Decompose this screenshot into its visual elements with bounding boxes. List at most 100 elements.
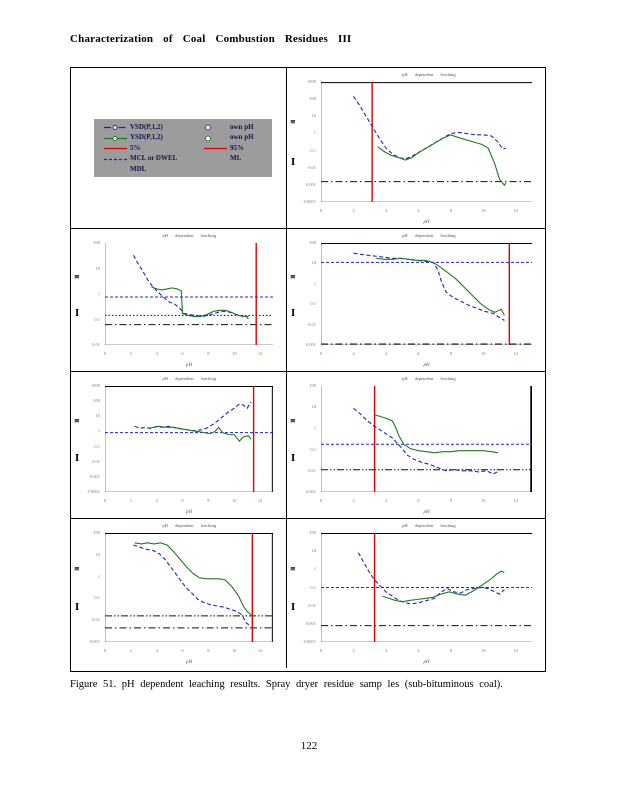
- figure-cell-plot-3: pH dependent leaching ≡ I 100 10 1 0.1 0.01 0.00…: [286, 228, 545, 371]
- legend-label: ML: [230, 154, 242, 163]
- x-tick-label: 6: [417, 208, 420, 213]
- y-tick-label: 0.1: [310, 147, 316, 153]
- legend-sample-line: [103, 144, 129, 153]
- x-tick-label: 2: [352, 498, 355, 503]
- x-tick-label: 12: [513, 208, 519, 213]
- figure-cell-plot-7: pH dependent leaching ≡ I 100 10 1 0.1 0.01 0.00…: [286, 518, 545, 668]
- y-tick-label: 1: [313, 130, 316, 136]
- y-tick-label: 10: [311, 113, 317, 119]
- x-tick-label: 0: [103, 648, 107, 653]
- x-tick-label: 0: [319, 208, 323, 213]
- y-axis-label-mark: I: [75, 308, 80, 319]
- legend-item: 5%: [103, 144, 203, 153]
- x-tick-label: 8: [449, 498, 452, 503]
- x-tick-label: 0: [319, 498, 323, 503]
- plot-title: pH dependent leaching: [402, 523, 456, 528]
- series-ysd-p-1-2-: [152, 287, 249, 317]
- y-tick-label: 10: [311, 403, 317, 409]
- plot-title: pH dependent leaching: [162, 233, 216, 238]
- y-axis-label-mark: I: [291, 454, 296, 465]
- series-ysd-p-1-2-: [383, 571, 505, 602]
- legend-item: YSD(P,1,2): [103, 133, 203, 143]
- x-axis-ticks: 0 2 4 6 8 10 12: [103, 498, 273, 505]
- y-tick-label: 100: [93, 529, 100, 535]
- legend-row: MCL or DWEL ML: [103, 154, 270, 164]
- plot-area: [321, 82, 532, 202]
- legend-label: VSD(P,1,2): [130, 122, 163, 131]
- legend-sample-empty: [103, 165, 129, 174]
- y-tick-label: 0.01: [92, 616, 100, 622]
- x-tick-label: 12: [513, 648, 519, 653]
- y-tick-label: 0.0001: [303, 638, 316, 644]
- x-tick-label: 6: [181, 648, 184, 653]
- y-axis-ticks: 1000 100 10 1 0.1 0.01 0.001 0.0001: [83, 383, 102, 493]
- legend-label: own pH: [230, 133, 254, 142]
- x-axis-label: pH: [423, 510, 430, 515]
- y-tick-label: 0.0001: [303, 198, 316, 204]
- x-axis-label: pH: [423, 220, 430, 225]
- y-tick-label: 10: [95, 265, 101, 271]
- series-ysd-p-1-2-: [135, 543, 251, 615]
- y-tick-label: 0.1: [310, 446, 316, 452]
- series-vsd-p-1-2-: [353, 408, 499, 474]
- y-axis-ticks: 100 10 1 0.1 0.01 0.001: [83, 529, 102, 644]
- x-tick-label: 8: [449, 648, 452, 653]
- y-axis-ticks: 1000 100 10 1 0.1 0.01 0.001 0.0001: [299, 79, 318, 204]
- x-axis-ticks: 0 2 4 6 8 10 12: [103, 648, 273, 655]
- x-tick-label: 4: [155, 351, 158, 356]
- x-tick-label: 8: [449, 351, 452, 356]
- series-ysd-p-1-2-: [376, 258, 504, 315]
- x-tick-label: 6: [181, 351, 184, 356]
- legend-label: 95%: [230, 143, 244, 152]
- x-tick-label: 6: [417, 648, 420, 653]
- legend-sample-empty: [203, 165, 229, 174]
- series-vsd-p-1-2-: [133, 255, 248, 318]
- y-axis-label-mark: I: [75, 454, 80, 465]
- plot-area: [321, 533, 532, 642]
- figure-cell-plot-5: pH dependent leaching ≡ I 100 10 1 0.1 0.01 0.00…: [286, 371, 545, 518]
- legend-sample-line: [203, 144, 229, 153]
- y-tick-label: 0.001: [89, 638, 100, 644]
- x-axis-label: pH: [185, 660, 193, 665]
- plot-area: [321, 386, 532, 492]
- y-axis-label-mark: I: [291, 602, 296, 613]
- x-axis-ticks: 0 2 4 6 8 10 12: [319, 208, 532, 215]
- legend-row: 5% 95%: [103, 144, 270, 153]
- x-tick-label: 10: [231, 351, 237, 356]
- y-axis-label-mark: I: [75, 602, 80, 613]
- y-axis-ticks: 100 10 1 0.1 0.01 0.001: [299, 240, 318, 346]
- plot-area: [105, 386, 273, 492]
- page-header: Characterization of Coal Combustion Resi…: [70, 33, 352, 45]
- y-tick-label: 0.01: [308, 164, 316, 170]
- y-axis-label-mark: ≡: [74, 416, 80, 426]
- legend-row: YSD(P,1,2) own pH: [103, 133, 270, 143]
- legend-row: MDL: [103, 165, 270, 174]
- x-tick-label: 10: [481, 648, 486, 653]
- y-axis-label-mark: I: [291, 308, 296, 319]
- legend-label: YSD(P,1,2): [130, 133, 163, 142]
- x-tick-label: 12: [513, 351, 519, 356]
- x-tick-label: 8: [207, 498, 210, 503]
- x-tick-label: 10: [231, 648, 237, 653]
- x-tick-label: 8: [207, 351, 210, 356]
- y-tick-label: 0.1: [310, 300, 316, 306]
- legend-label: own pH: [230, 122, 254, 131]
- x-axis-label: pH: [423, 363, 430, 368]
- y-tick-label: 100: [93, 239, 100, 245]
- legend-sample-line-marker: [103, 134, 129, 143]
- y-tick-label: 0.01: [308, 602, 316, 608]
- x-tick-label: 2: [352, 351, 355, 356]
- x-tick-label: 6: [181, 498, 184, 503]
- y-tick-label: 0.1: [94, 443, 100, 449]
- x-tick-label: 0: [319, 351, 323, 356]
- x-tick-label: 10: [231, 498, 237, 503]
- figure-grid: VSD(P,1,2) own pH YSD(P,1,2) own pH 5% 95% MCL…: [70, 67, 546, 672]
- y-tick-label: 1: [313, 566, 316, 572]
- x-tick-label: 2: [352, 208, 355, 213]
- y-axis-ticks: 100 10 1 0.1 0.01: [83, 239, 102, 346]
- x-tick-label: 12: [257, 498, 263, 503]
- series-ysd-p-1-2-: [148, 426, 251, 441]
- x-tick-label: 0: [103, 498, 107, 503]
- y-axis-label-mark: ≡: [290, 272, 296, 282]
- x-tick-label: 2: [129, 498, 132, 503]
